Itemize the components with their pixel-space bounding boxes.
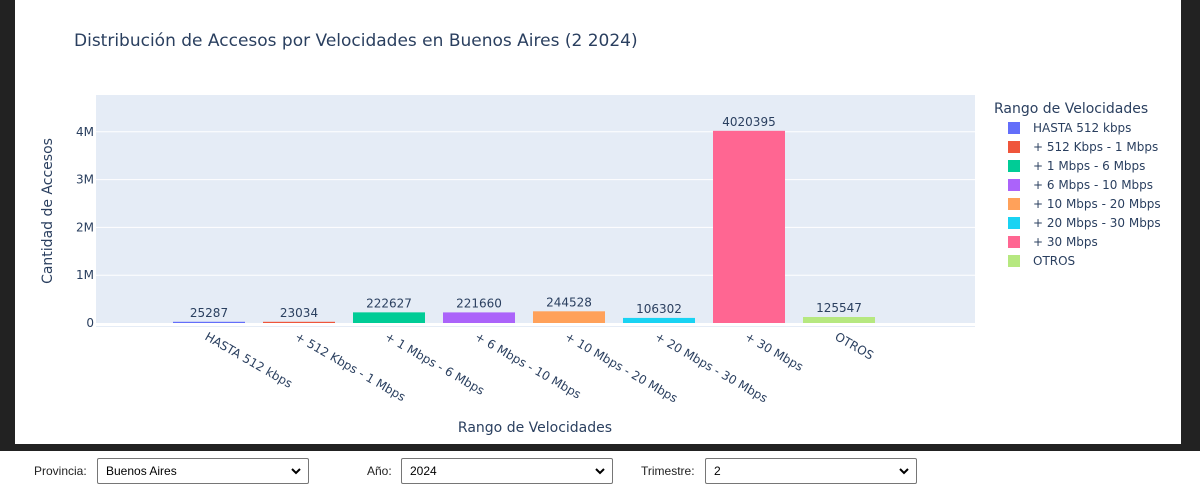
- chevron-down-icon: [291, 468, 301, 475]
- x-tick-label: + 30 Mbps: [743, 329, 806, 374]
- bar[interactable]: [623, 317, 695, 323]
- chart-title: Distribución de Accesos por Velocidades …: [74, 31, 638, 51]
- legend-item[interactable]: + 1 Mbps - 6 Mbps: [1008, 159, 1145, 173]
- bar[interactable]: [353, 312, 425, 323]
- legend-label: + 30 Mbps: [1033, 235, 1098, 249]
- legend-item[interactable]: + 512 Kbps - 1 Mbps: [1008, 140, 1158, 154]
- legend-swatch: [1008, 217, 1020, 229]
- legend-swatch: [1008, 198, 1020, 210]
- legend-label: HASTA 512 kbps: [1033, 121, 1131, 135]
- bar[interactable]: [263, 321, 335, 323]
- legend-swatch: [1008, 179, 1020, 191]
- bar[interactable]: [173, 321, 245, 323]
- y-axis-ticks: 0 1M 2M 3M 4M: [76, 125, 94, 330]
- bar-chart: Distribución de Accesos por Velocidades …: [40, 31, 1161, 436]
- bar-value-label: 125547: [816, 301, 862, 315]
- trimestre-select[interactable]: 2: [705, 458, 917, 484]
- bar-value-label: 244528: [546, 295, 592, 309]
- y-axis-title: Cantidad de Accesos: [40, 138, 56, 284]
- y-tick-label: 1M: [76, 268, 94, 282]
- bars[interactable]: [173, 130, 875, 323]
- bar-value-label: 4020395: [722, 115, 775, 129]
- bar-value-label: 106302: [636, 302, 682, 316]
- anio-select[interactable]: 2024: [401, 458, 613, 484]
- legend-swatch: [1008, 122, 1020, 134]
- provincia-select-value: Buenos Aires: [106, 464, 177, 478]
- legend-label: + 10 Mbps - 20 Mbps: [1033, 197, 1161, 211]
- plot-area: [96, 95, 975, 327]
- x-tick-label: OTROS: [833, 329, 877, 362]
- chart-panel: Distribución de Accesos por Velocidades …: [15, 0, 1181, 444]
- y-tick-label: 4M: [76, 125, 94, 139]
- anio-select-value: 2024: [410, 464, 437, 478]
- bar[interactable]: [713, 130, 785, 323]
- provincia-label: Provincia:: [34, 464, 87, 478]
- legend-item[interactable]: + 20 Mbps - 30 Mbps: [1008, 216, 1161, 230]
- anio-label: Año:: [367, 464, 392, 478]
- legend-item[interactable]: OTROS: [1008, 254, 1075, 268]
- x-axis-ticks: HASTA 512 kbps+ 512 Kbps - 1 Mbps+ 1 Mbp…: [203, 329, 877, 405]
- legend-label: + 1 Mbps - 6 Mbps: [1033, 159, 1145, 173]
- legend-swatch: [1008, 141, 1020, 153]
- legend-item[interactable]: + 30 Mbps: [1008, 235, 1098, 249]
- chevron-down-icon: [595, 468, 605, 475]
- bar-value-label: 221660: [456, 296, 502, 310]
- trimestre-select-value: 2: [714, 464, 721, 478]
- legend-items[interactable]: HASTA 512 kbps + 512 Kbps - 1 Mbps + 1 Mbp…: [1008, 121, 1161, 268]
- x-tick-label: HASTA 512 kbps: [203, 329, 295, 390]
- bar-value-label: 25287: [190, 306, 228, 320]
- legend-label: + 6 Mbps - 10 Mbps: [1033, 178, 1153, 192]
- bar[interactable]: [443, 312, 515, 323]
- legend-label: + 512 Kbps - 1 Mbps: [1033, 140, 1158, 154]
- gridlines: [96, 131, 975, 326]
- legend-swatch: [1008, 160, 1020, 172]
- legend[interactable]: Rango de Velocidades HASTA 512 kbps + 512…: [994, 101, 1161, 268]
- bar-value-label: 222627: [366, 296, 412, 310]
- y-tick-label: 2M: [76, 220, 94, 234]
- legend-label: OTROS: [1033, 254, 1075, 268]
- legend-item[interactable]: + 10 Mbps - 20 Mbps: [1008, 197, 1161, 211]
- filter-bar: Provincia: Buenos Aires Año: 2024 Trimes…: [0, 451, 1200, 496]
- y-tick-label: 3M: [76, 173, 94, 187]
- bar[interactable]: [803, 316, 875, 323]
- trimestre-label: Trimestre:: [641, 464, 695, 478]
- legend-title: Rango de Velocidades: [994, 101, 1148, 117]
- legend-swatch: [1008, 255, 1020, 267]
- legend-item[interactable]: + 6 Mbps - 10 Mbps: [1008, 178, 1153, 192]
- bar-value-label: 23034: [280, 306, 318, 320]
- legend-label: + 20 Mbps - 30 Mbps: [1033, 216, 1161, 230]
- bar-value-labels: 25287 23034 222627 221660 244528 106302 402039…: [190, 115, 862, 320]
- x-axis-title: Rango de Velocidades: [458, 420, 612, 436]
- provincia-select[interactable]: Buenos Aires: [97, 458, 309, 484]
- chevron-down-icon: [899, 468, 909, 475]
- legend-item[interactable]: HASTA 512 kbps: [1008, 121, 1131, 135]
- legend-swatch: [1008, 236, 1020, 248]
- bar[interactable]: [533, 311, 605, 323]
- y-tick-label: 0: [86, 316, 94, 330]
